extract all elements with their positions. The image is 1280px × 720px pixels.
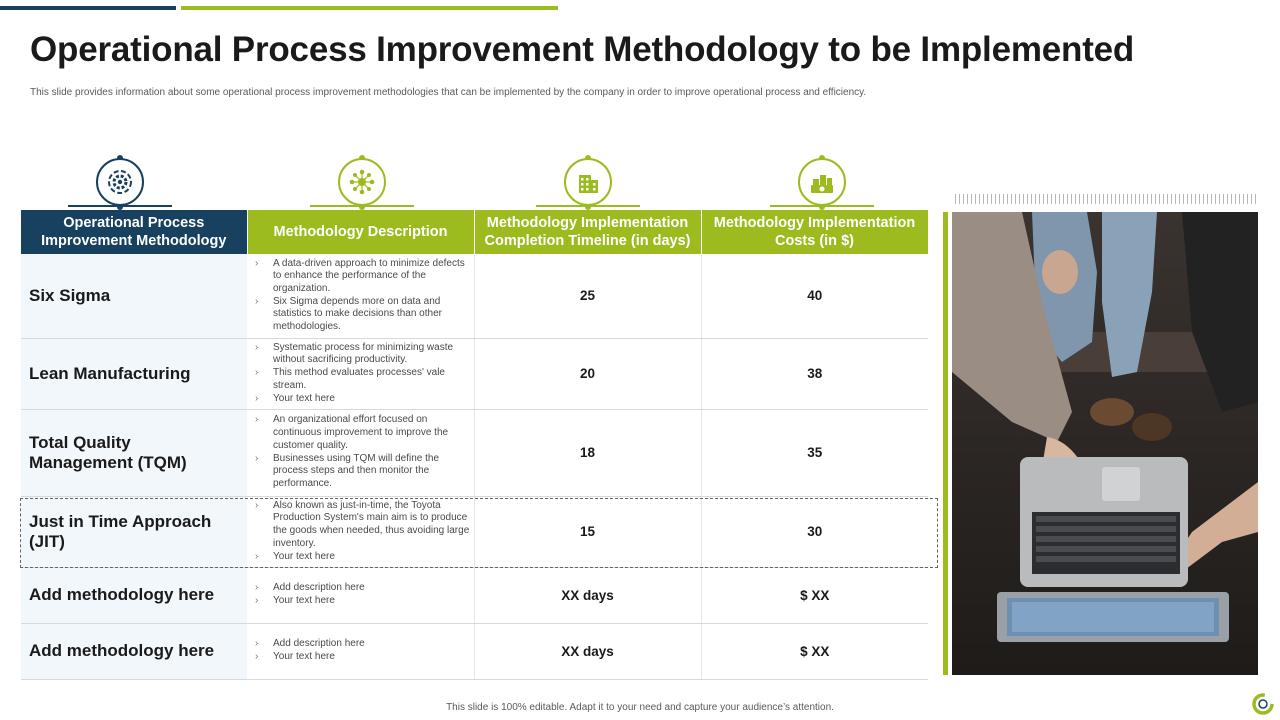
building-icon	[564, 158, 612, 206]
bullet-text: This method evaluates processes' vale st…	[273, 367, 445, 391]
methodology-description: › A data-driven approach to minimize defe…	[247, 254, 475, 339]
description-bullet: › Add description here	[255, 582, 470, 595]
top-accent-bar-green	[181, 6, 558, 10]
methodology-name: Total Quality Management (TQM)	[21, 409, 247, 497]
cost-value: $ XX	[701, 623, 928, 680]
table-header-row: Operational Process Improvement Methodol…	[21, 210, 929, 254]
description-bullet: › Your text here	[255, 551, 470, 564]
column-header: Methodology Description	[247, 210, 475, 254]
team-laptop-photo	[952, 212, 1258, 675]
network-hub-icon-badge	[310, 155, 414, 210]
decorative-tick-strip	[955, 194, 1258, 204]
methodology-name: Lean Manufacturing	[21, 338, 247, 410]
top-accent-bar-dark	[0, 6, 176, 10]
chevron-right-icon: ›	[255, 595, 259, 606]
column-header: Methodology Implementation Completion Ti…	[474, 210, 702, 254]
cost-value: 40	[701, 254, 928, 339]
slide-subtitle: This slide provides information about so…	[30, 87, 867, 98]
methodology-description: › Add description here › Your text here	[247, 567, 475, 624]
chevron-right-icon: ›	[255, 651, 259, 662]
table-row: Lean Manufacturing › Systematic process fo…	[21, 338, 928, 410]
bullet-text: A data-driven approach to minimize defec…	[273, 257, 465, 295]
badge-dot	[117, 204, 123, 210]
description-bullet: › This method evaluates processes' vale s…	[255, 367, 470, 392]
chevron-right-icon: ›	[255, 550, 259, 562]
timeline-value: 18	[474, 409, 702, 497]
methodology-name: Just in Time Approach (JIT)	[21, 496, 247, 568]
money-stack-icon	[798, 158, 846, 206]
slide-title: Operational Process Improvement Methodol…	[30, 30, 1135, 69]
table-row: Six Sigma › A data-driven approach to mini…	[21, 254, 928, 339]
gear-process-icon-badge	[68, 155, 172, 210]
table-row: Add methodology here › Add description her…	[21, 623, 928, 680]
methodology-name: Six Sigma	[21, 254, 247, 339]
description-bullet: › Add description here	[255, 638, 470, 651]
table-row: Just in Time Approach (JIT) › Also known a…	[21, 496, 928, 568]
bullet-text: An organizational effort focused on cont…	[273, 414, 449, 451]
methodology-description: › Systematic process for minimizing waste…	[247, 338, 475, 410]
money-stack-icon-badge	[770, 155, 874, 210]
cost-value: 38	[701, 338, 928, 410]
description-bullet: › Your text here	[255, 595, 470, 608]
chevron-right-icon: ›	[255, 392, 259, 404]
bullet-text: Businesses using TQM will define the pro…	[273, 452, 440, 489]
timeline-value: 20	[474, 338, 702, 410]
bullet-text: Your text here	[273, 595, 335, 606]
bullet-text: Also known as just-in-time, the Toyota P…	[273, 499, 470, 549]
methodology-description: › Also known as just-in-time, the Toyota …	[247, 496, 475, 568]
description-bullet: › A data-driven approach to minimize defe…	[255, 258, 470, 296]
gear-process-icon	[96, 158, 144, 206]
methodology-description: › Add description here › Your text here	[247, 623, 475, 680]
badge-dot	[359, 204, 365, 210]
table-row: Total Quality Management (TQM) › An organi…	[21, 409, 928, 497]
chevron-right-icon: ›	[255, 295, 259, 307]
chevron-right-icon: ›	[255, 452, 259, 464]
description-bullet: › Six Sigma depends more on data and stat…	[255, 296, 470, 334]
description-bullet: › Your text here	[255, 393, 470, 406]
methodology-name: Add methodology here	[21, 623, 247, 680]
slide-footer: This slide is 100% editable. Adapt it to…	[446, 702, 834, 713]
cost-value: 30	[701, 496, 928, 568]
description-bullet: › An organizational effort focused on con…	[255, 414, 470, 452]
chevron-right-icon: ›	[255, 341, 259, 353]
chevron-right-icon: ›	[255, 499, 259, 511]
table-row: Add methodology here › Add description her…	[21, 567, 928, 624]
timeline-value: XX days	[474, 623, 702, 680]
chevron-right-icon: ›	[255, 367, 259, 379]
bullet-text: Your text here	[273, 651, 335, 662]
bullet-text: Systematic process for minimizing waste …	[273, 341, 454, 366]
bullet-text: Six Sigma depends more on data and stati…	[273, 295, 442, 333]
chevron-right-icon: ›	[255, 582, 259, 594]
methodology-table: Operational Process Improvement Methodol…	[21, 210, 929, 680]
methodology-name: Add methodology here	[21, 567, 247, 624]
badge-dot	[819, 204, 825, 210]
methodology-description: › An organizational effort focused on con…	[247, 409, 475, 497]
bullet-text: Your text here	[273, 550, 335, 562]
cost-value: $ XX	[701, 567, 928, 624]
chevron-right-icon: ›	[255, 257, 259, 269]
chevron-right-icon: ›	[255, 638, 259, 650]
chevron-right-icon: ›	[255, 414, 259, 426]
cost-value: 35	[701, 409, 928, 497]
description-bullet: › Businesses using TQM will define the pr…	[255, 453, 470, 491]
description-bullet: › Your text here	[255, 651, 470, 664]
photo-accent-bar	[943, 212, 948, 675]
network-hub-icon	[338, 158, 386, 206]
column-header: Methodology Implementation Costs (in $)	[701, 210, 929, 254]
bullet-text: Add description here	[273, 582, 365, 594]
table-body: Six Sigma › A data-driven approach to mini…	[21, 254, 928, 680]
timeline-value: XX days	[474, 567, 702, 624]
bullet-text: Your text here	[273, 392, 335, 404]
badge-dot	[585, 204, 591, 210]
description-bullet: › Systematic process for minimizing waste…	[255, 342, 470, 367]
timeline-value: 25	[474, 254, 702, 339]
building-icon-badge	[536, 155, 640, 210]
timeline-value: 15	[474, 496, 702, 568]
description-bullet: › Also known as just-in-time, the Toyota …	[255, 500, 470, 551]
brand-ring-icon	[1251, 692, 1275, 716]
column-header: Operational Process Improvement Methodol…	[21, 210, 248, 254]
bullet-text: Add description here	[273, 638, 365, 650]
